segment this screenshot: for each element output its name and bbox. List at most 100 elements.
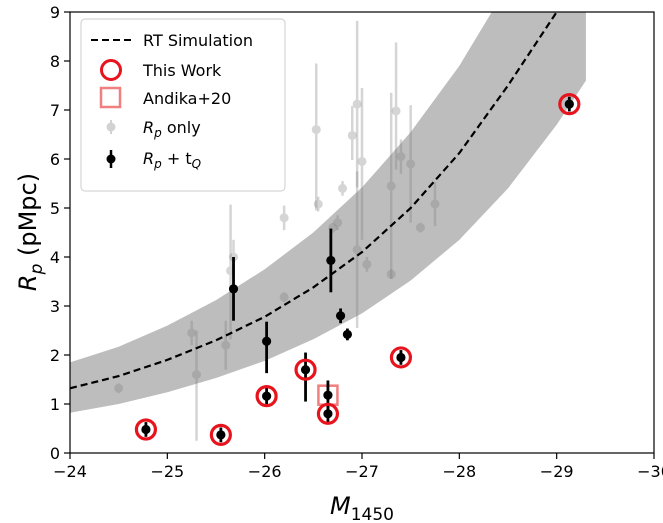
- rp-only-point-22: [406, 105, 416, 223]
- rp-only-marker-7: [279, 292, 289, 302]
- x-tick-label-0: −24: [53, 462, 87, 481]
- y-tick-label-7: 7: [50, 101, 60, 120]
- y-tick-label-3: 3: [50, 297, 60, 316]
- rp-tq-point-11: [396, 350, 406, 365]
- x-axis-label: M1450: [330, 492, 394, 523]
- rp-tq-marker-8: [326, 255, 336, 266]
- rp-only-point-11: [333, 215, 343, 231]
- rp-only-point-3: [221, 320, 231, 370]
- rp-only-marker-15: [352, 245, 362, 255]
- rp-only-marker-22: [406, 159, 416, 169]
- this-work-circle-0: [134, 418, 158, 441]
- rp-tq-marker-7: [323, 390, 333, 400]
- rp-only-marker-3: [221, 340, 231, 350]
- legend-label-rt-simulation: RT Simulation: [143, 31, 253, 50]
- rp-tq-marker-6: [323, 409, 333, 419]
- rp-only-point-23: [415, 222, 425, 233]
- rp-only-point-6: [279, 205, 289, 231]
- rp-tq-marker-2: [228, 284, 239, 294]
- rp-tq-marker-0: [141, 424, 151, 435]
- rp-only-marker-23: [415, 223, 425, 233]
- this-work-circle-2: [255, 385, 278, 408]
- rp-only-point-1: [187, 320, 197, 346]
- legend-grey-errorbar-icon: [106, 120, 116, 134]
- x-tick-label-6: −30: [637, 462, 663, 481]
- x-tick-label-5: −29: [540, 462, 574, 481]
- rp-only-point-14: [352, 20, 362, 188]
- rp-only-marker-18: [386, 181, 396, 191]
- y-axis-label: Rp (pMpc): [14, 173, 47, 291]
- y-axis: 0 1 2 3 4 5 6 7 8 9: [50, 3, 70, 463]
- rp-only-point-13: [347, 106, 357, 160]
- legend-label-rp-tq: Rp + tQ: [143, 149, 201, 171]
- y-tick-label-5: 5: [50, 199, 60, 218]
- x-tick-label-1: −25: [150, 462, 184, 481]
- this-work-circle-5: [389, 346, 413, 369]
- y-tick-label-2: 2: [50, 346, 60, 365]
- rp-only-marker-13: [347, 130, 357, 140]
- rp-only-marker-12: [338, 183, 348, 193]
- this-work-circle-4: [316, 402, 340, 425]
- rp-only-point-24: [430, 182, 440, 227]
- rp-only-marker-14: [352, 99, 362, 109]
- x-tick-label-4: −28: [442, 462, 476, 481]
- rp-only-marker-6: [279, 213, 289, 223]
- y-tick-label-6: 6: [50, 150, 60, 169]
- rp-only-point-15: [352, 171, 362, 329]
- rp-only-marker-16: [357, 156, 367, 166]
- x-tick-label-3: −27: [345, 462, 379, 481]
- rp-only-point-7: [279, 292, 289, 303]
- rp-only-marker-2: [192, 370, 202, 380]
- rp-only-point-16: [357, 87, 367, 240]
- rp-tq-marker-3: [262, 391, 272, 401]
- rp-only-point-20: [391, 42, 401, 170]
- rp-tq-marker-1: [216, 430, 226, 440]
- this-work-circle-6: [558, 93, 581, 116]
- rp-only-point-0: [114, 383, 124, 394]
- legend-black-errorbar-icon: [106, 150, 116, 168]
- rp-only-marker-21: [396, 152, 406, 162]
- rp-only-marker-0: [114, 383, 124, 393]
- simulation-line: [70, 12, 559, 390]
- rp-tq-point-3: [262, 386, 272, 406]
- rp-tq-point-9: [335, 308, 346, 324]
- rp-only-marker-9: [313, 199, 323, 209]
- rp-tq-marker-5: [300, 365, 311, 375]
- rp-only-marker-19: [386, 269, 396, 279]
- y-tick-label-1: 1: [50, 395, 60, 414]
- this-work-circle-3: [294, 358, 317, 381]
- this-work-circle-1: [209, 423, 232, 446]
- rp-only-marker-17: [362, 259, 372, 269]
- rp-only-marker-8: [311, 125, 321, 135]
- legend-red-circle-icon: [100, 59, 122, 81]
- y-tick-label-0: 0: [50, 444, 60, 463]
- rp-tq-point-0: [141, 422, 151, 437]
- legend-box: [80, 18, 286, 192]
- legend-pink-square-icon: [99, 86, 122, 109]
- rp-only-point-17: [362, 257, 372, 272]
- rp-only-point-18: [386, 92, 396, 280]
- rp-only-point-9: [313, 196, 323, 212]
- x-tick-label-2: −26: [248, 462, 282, 481]
- rp-only-point-21: [396, 139, 406, 174]
- rp-only-point-12: [338, 181, 348, 196]
- legend-label-rp-only: Rp only: [143, 118, 201, 140]
- rp-tq-point-12: [564, 96, 574, 112]
- y-tick-label-8: 8: [50, 52, 60, 71]
- rp-only-marker-1: [187, 328, 197, 338]
- rp-only-marker-11: [333, 218, 343, 228]
- rp-tq-marker-10: [342, 329, 352, 340]
- simulation-band: [70, 12, 586, 413]
- rp-tq-marker-4: [262, 336, 272, 346]
- rp-tq-point-10: [342, 328, 352, 341]
- plot-area: [70, 12, 586, 446]
- legend-label-andika: Andika+20: [143, 89, 231, 108]
- y-tick-label-4: 4: [50, 248, 60, 267]
- rp-tq-marker-9: [335, 311, 346, 321]
- x-axis: −24 −25 −26 −27 −28 −29 −30: [53, 453, 663, 481]
- rp-only-marker-20: [391, 106, 401, 116]
- rp-tq-marker-11: [396, 352, 406, 363]
- rp-tq-point-4: [262, 321, 272, 374]
- rp-tq-marker-12: [564, 99, 574, 109]
